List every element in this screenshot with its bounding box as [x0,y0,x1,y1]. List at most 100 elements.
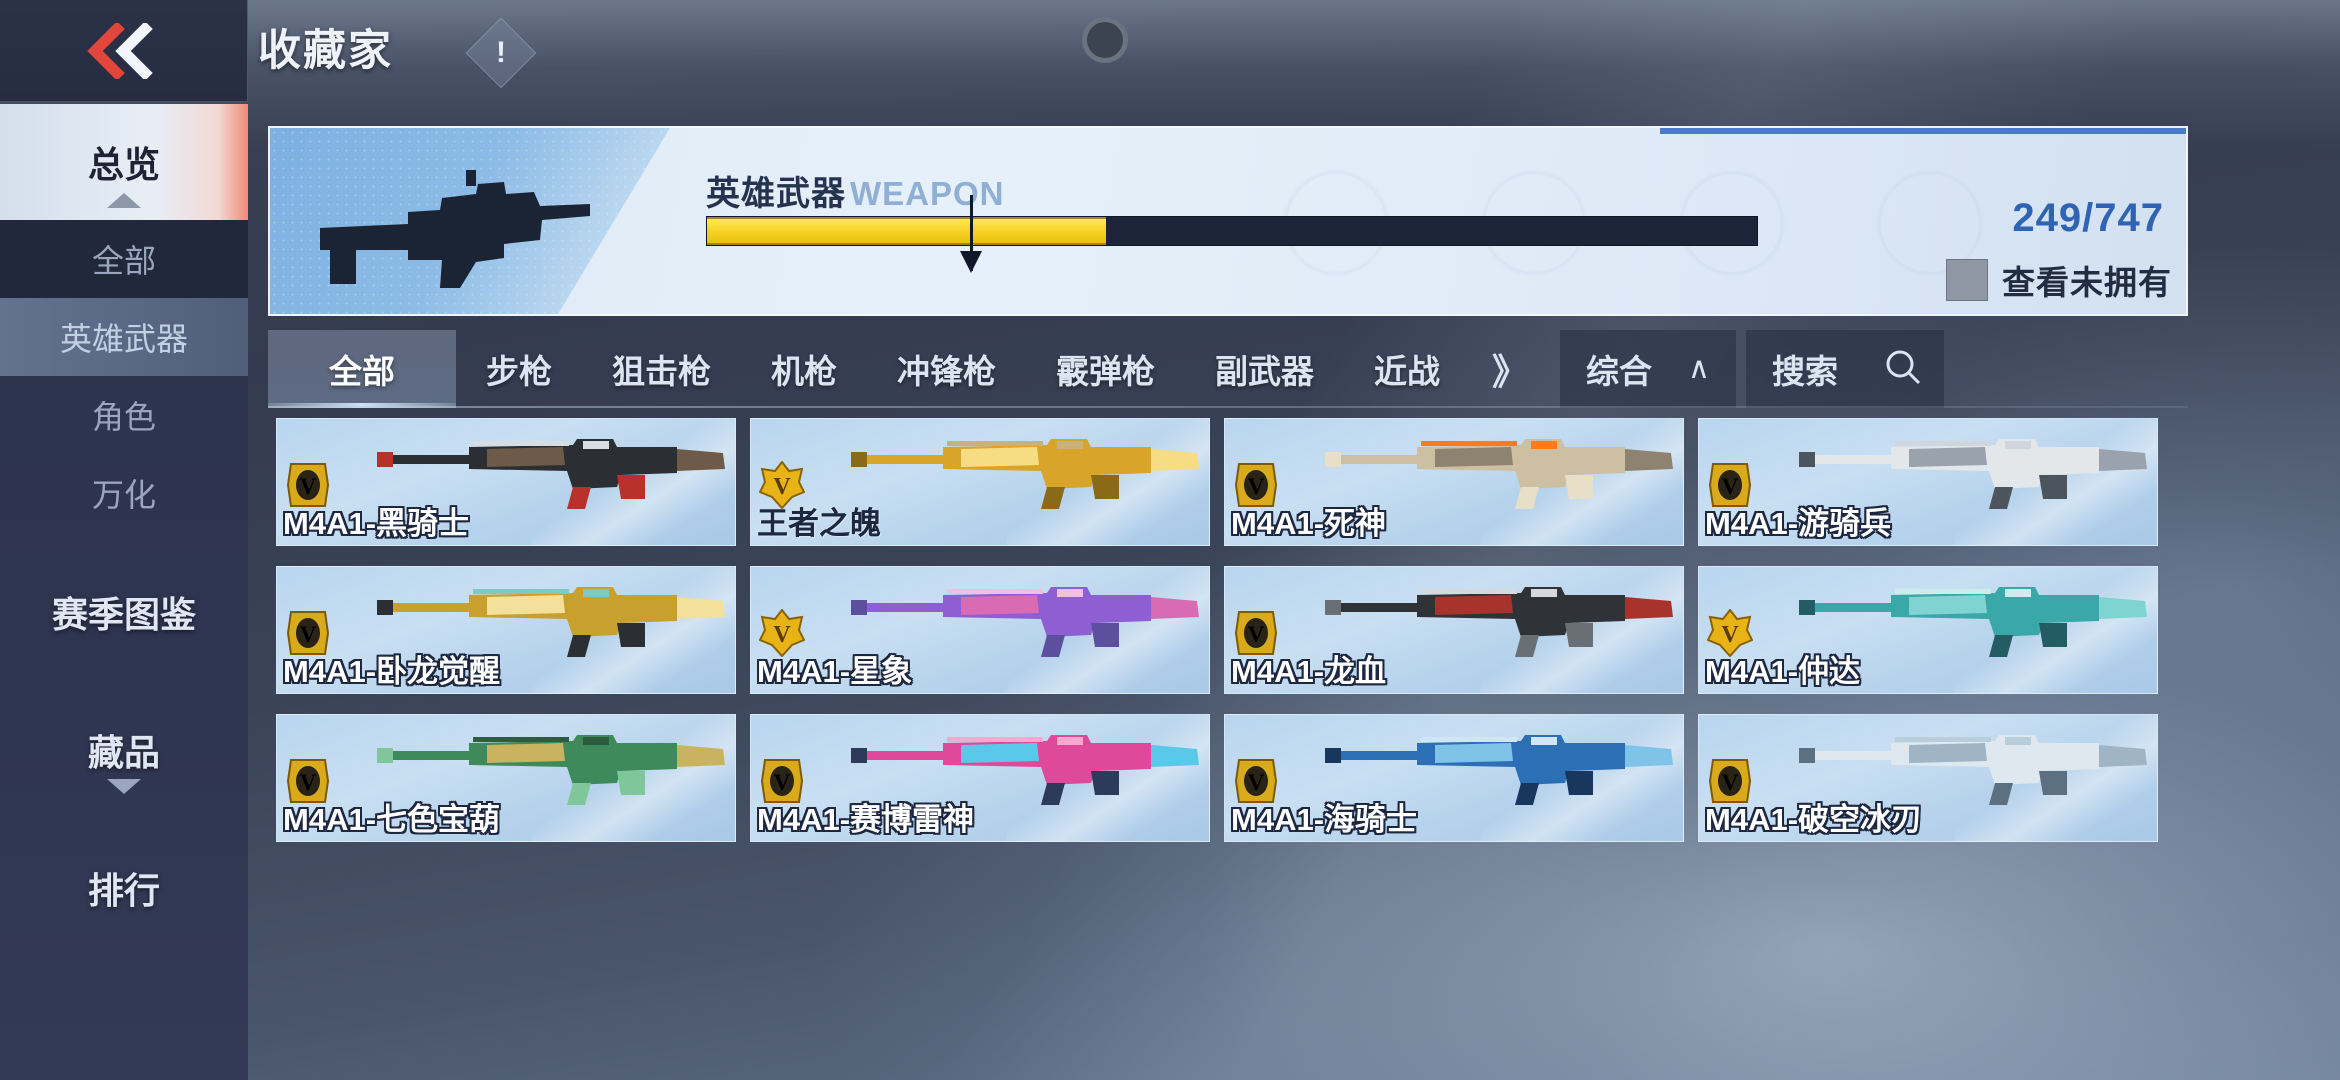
tab-machinegun[interactable]: 机枪 [741,330,867,408]
weapon-card[interactable]: V M4A1-星象 [750,566,1210,694]
rifle-silhouette-icon [320,170,590,288]
grade-v-hex-badge: V [1707,757,1753,805]
sidebar-item-collection[interactable]: 藏品 [0,692,248,808]
progress-bar-fill [707,217,1106,245]
sidebar-item-all[interactable]: 全部 [0,220,248,298]
search-icon[interactable] [1884,348,1922,391]
sidebar-item-hero-weapon[interactable]: 英雄武器 [0,298,248,376]
grade-v-hex-badge: V [1233,757,1279,805]
weapon-thumbnail [851,721,1201,807]
double-chevron-right-icon[interactable]: 》 [1492,351,1529,392]
view-unowned-toggle[interactable]: 查看未拥有 [1946,256,2172,304]
sidebar-item-ranking[interactable]: 排行 [0,830,248,946]
weapon-card[interactable]: V M4A1-游骑兵 [1698,418,2158,546]
weapon-card[interactable]: V M4A1-海骑士 [1224,714,1684,842]
sidebar: 总览 全部 英雄武器 角色 万化 赛季图鉴 藏品 排行 [0,104,248,1080]
sidebar-item-label: 排行 [87,870,160,911]
weapon-name: 王者之魄 [757,506,881,541]
weapon-card[interactable]: V M4A1-死神 [1224,418,1684,546]
sort-label: 综合 [1586,353,1653,390]
weapon-thumbnail [1325,573,1675,659]
view-unowned-label: 查看未拥有 [2002,264,2172,301]
double-chevron-left-icon [86,22,161,79]
weapon-card[interactable]: V M4A1-破空冰刃 [1698,714,2158,842]
tab-melee[interactable]: 近战 [1344,330,1470,408]
progress-bar-track [706,195,1758,273]
back-button[interactable] [0,0,248,102]
tab-label: 步枪 [486,353,552,390]
svg-text:V: V [1721,622,1739,648]
grade-v-hex-badge: V [285,461,331,509]
svg-text:V: V [300,770,317,795]
search-input[interactable]: 搜索 [1745,330,1944,408]
grade-v-star-badge: V [758,608,806,658]
tab-label: 全部 [329,353,395,390]
grade-v-hex-badge: V [759,757,805,805]
svg-text:V: V [1722,474,1739,499]
exclamation-diamond-icon[interactable]: ! [465,17,537,89]
tab-smg[interactable]: 冲锋枪 [867,330,1026,408]
sidebar-item-transform[interactable]: 万化 [0,454,248,532]
weapon-thumbnail [377,721,727,807]
tab-sniper[interactable]: 狙击枪 [582,330,741,408]
svg-text:V: V [774,770,791,795]
banner-title: 英雄武器 WEAPON [706,166,1005,215]
sidebar-item-label: 藏品 [87,732,160,773]
info-glyph: ! [496,36,506,69]
svg-text:V: V [300,622,317,647]
search-placeholder: 搜索 [1771,353,1838,390]
banner-accent-line [1660,128,2186,134]
weapon-card[interactable]: V 王者之魄 [750,418,1210,546]
sidebar-item-label: 角色 [91,399,156,435]
page-title: 收藏家 [258,27,393,75]
tab-secondary[interactable]: 副武器 [1185,330,1344,408]
checkbox[interactable] [1946,259,1988,301]
weapon-name: M4A1-卧龙觉醒 [283,654,501,689]
weapon-thumbnail [377,573,727,659]
banner-weapon-art [270,128,670,314]
svg-text:V: V [1248,474,1265,499]
weapon-thumbnail [851,425,1201,511]
svg-text:V: V [773,474,791,500]
progress-count-label: 249/747 [2012,196,2164,240]
progress-banner: 英雄武器 WEAPON 249/747 查看未拥有 [268,126,2188,316]
grade-v-hex-badge: V [285,609,331,657]
tab-label: 近战 [1374,353,1440,390]
weapon-name: M4A1-死神 [1231,506,1387,541]
weapon-name: M4A1-仲达 [1705,654,1861,689]
weapon-card[interactable]: V M4A1-黑骑士 [276,418,736,546]
grade-v-hex-badge: V [285,757,331,805]
grade-v-star-badge: V [1706,608,1754,658]
weapon-thumbnail [1325,721,1675,807]
tab-shotgun[interactable]: 霰弹枪 [1026,330,1185,408]
progress-bar-marker [959,195,982,273]
header-bar: 收藏家 ! [0,0,2340,104]
sidebar-item-character[interactable]: 角色 [0,376,248,454]
banner-title-en: WEAPON [850,175,1005,212]
weapon-name: M4A1-赛博雷神 [757,802,975,837]
tab-label: 冲锋枪 [897,353,996,390]
tab-label: 霰弹枪 [1056,353,1155,390]
sidebar-divider [0,532,248,554]
sidebar-item-overview[interactable]: 总览 [0,104,248,220]
weapon-card[interactable]: V M4A1-赛博雷神 [750,714,1210,842]
sidebar-item-label: 赛季图鉴 [51,594,196,635]
banner-title-cn: 英雄武器 [706,175,846,213]
svg-text:V: V [1248,770,1265,795]
tab-all[interactable]: 全部 [268,330,456,408]
tab-rifle[interactable]: 步枪 [456,330,582,408]
sidebar-item-season-gallery[interactable]: 赛季图鉴 [0,554,248,670]
filter-tab-bar: 全部 步枪 狙击枪 机枪 冲锋枪 霰弹枪 副武器 近战 》 综合 ∧ 搜索 [268,330,2188,408]
weapon-card[interactable]: V M4A1-龙血 [1224,566,1684,694]
weapon-name: M4A1-星象 [757,654,913,689]
tab-label: 副武器 [1215,353,1314,390]
grade-v-hex-badge: V [1707,461,1753,509]
sort-dropdown[interactable]: 综合 ∧ [1560,330,1736,408]
weapon-name: M4A1-龙血 [1231,654,1387,689]
weapon-card[interactable]: V M4A1-仲达 [1698,566,2158,694]
weapon-card[interactable]: V M4A1-七色宝葫 [276,714,736,842]
sidebar-divider [0,808,248,830]
svg-text:V: V [300,474,317,499]
weapon-card[interactable]: V M4A1-卧龙觉醒 [276,566,736,694]
weapon-name: M4A1-游骑兵 [1705,506,1892,541]
